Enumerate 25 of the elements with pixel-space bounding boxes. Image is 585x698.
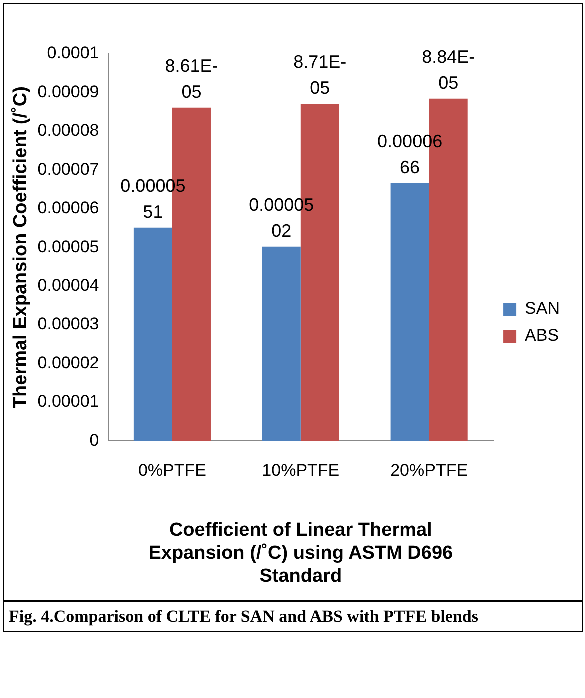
data-label: 8.61E-05 [165, 56, 218, 102]
legend-label: SAN [525, 299, 560, 318]
bar [134, 228, 172, 442]
y-tick-label: 0.00003 [38, 314, 100, 334]
x-axis-title: Coefficient of Linear Thermal Expansion (/˚C) using ASTM D696 Standard [148, 520, 454, 587]
x-tick-label: 0%PTFE [138, 461, 206, 480]
bar [390, 183, 430, 442]
bar [262, 246, 301, 442]
y-tick-label: 0.00002 [38, 353, 100, 372]
y-tick-label: 0.00001 [38, 392, 100, 412]
y-tick-label: 0.00009 [38, 82, 100, 102]
caption: Fig. 4.Comparison of CLTE for SAN and ABS with PTFE blends [9, 606, 480, 627]
y-axis-title: Thermal Expansion Coefficient (/˚C) [10, 86, 32, 409]
y-tick-label: 0.00004 [38, 276, 100, 296]
y-tick-label: 0.00007 [38, 160, 100, 179]
y-tick-label: 0.0001 [47, 44, 100, 63]
y-tick-label: 0.00005 [38, 237, 100, 256]
data-label: 8.84E-05 [422, 46, 476, 93]
y-tick-label: 0.00006 [38, 198, 100, 218]
y-tick-label: 0 [90, 430, 100, 450]
y-tick-label: 0.00008 [38, 121, 100, 140]
legend-label: ABS [525, 326, 560, 346]
x-tick-label: 10%PTFE [262, 461, 340, 480]
data-label: 8.71E-05 [294, 52, 347, 98]
x-tick-label: 20%PTFE [390, 461, 468, 480]
